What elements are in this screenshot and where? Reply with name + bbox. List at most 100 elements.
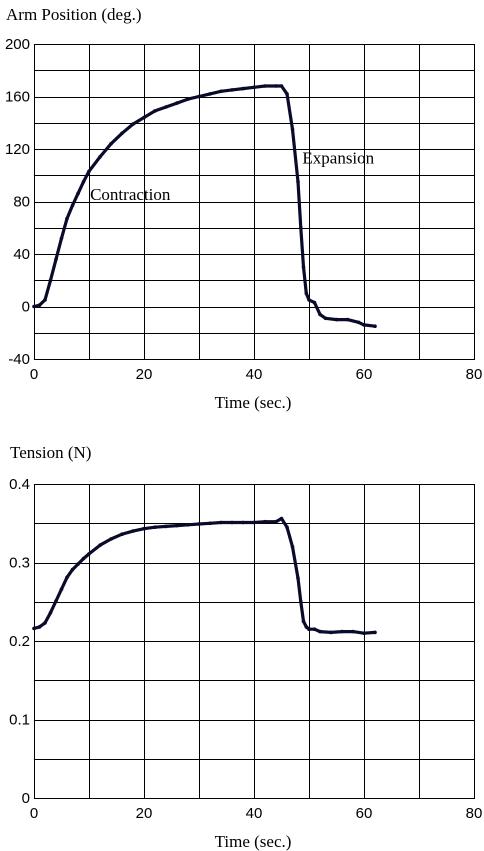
data-point (131, 529, 135, 533)
data-point (290, 545, 295, 549)
data-point (142, 526, 146, 531)
x-tick-label: 40 (246, 805, 263, 822)
y-tick-label: 200 (5, 36, 30, 53)
annotation-label: Expansion (302, 148, 374, 167)
data-point (329, 630, 333, 635)
data-point (120, 532, 124, 536)
data-point (186, 97, 190, 101)
y-tick-label: 40 (13, 246, 30, 263)
data-point (301, 265, 306, 269)
data-point (263, 84, 267, 88)
x-tick-label: 20 (136, 805, 153, 822)
data-point (274, 84, 278, 88)
data-point (153, 525, 157, 529)
data-point (175, 523, 179, 528)
x-tick-label: 40 (246, 366, 263, 383)
data-point (164, 105, 168, 109)
data-point (285, 92, 289, 96)
x-tick-label: 0 (30, 366, 38, 383)
y-tick-label: 0.4 (9, 476, 30, 493)
data-point (299, 226, 303, 230)
data-point (334, 317, 339, 322)
data-point (304, 625, 309, 629)
data-point (197, 94, 201, 99)
data-point (98, 155, 102, 159)
data-point (279, 84, 284, 88)
data-point (252, 520, 256, 525)
tension-chart: Tension (N) 0 0.1 0.2 0.3 0.4 0 20 40 60 80 Time… (9, 443, 482, 851)
data-point (48, 278, 53, 283)
data-point (87, 552, 91, 556)
y-tick-label: 160 (5, 89, 30, 106)
data-point (345, 317, 350, 322)
data-point (32, 626, 36, 631)
data-point (175, 101, 179, 105)
series-line (32, 84, 377, 328)
data-point (351, 629, 355, 634)
y-tick-labels: -40 0 40 80 120 160 200 (5, 36, 30, 368)
data-point (356, 320, 361, 325)
data-point (230, 520, 234, 525)
data-point (307, 627, 311, 631)
data-point (76, 562, 80, 566)
data-point (43, 298, 47, 302)
y-tick-label: 0 (22, 299, 30, 316)
data-series (32, 84, 377, 329)
y-tick-label: 0.3 (9, 555, 30, 572)
data-point (312, 300, 317, 305)
data-point (208, 92, 212, 96)
y-tick-label: 0.1 (9, 712, 30, 729)
data-point (219, 89, 223, 94)
data-point (131, 122, 135, 126)
data-point (76, 191, 80, 196)
data-point (109, 537, 113, 541)
data-point (186, 523, 190, 527)
data-point (208, 521, 212, 526)
data-point (301, 619, 306, 624)
data-point (37, 303, 42, 308)
x-tick-labels: 0 20 40 60 80 (30, 366, 483, 383)
data-point (299, 600, 303, 604)
data-point (296, 180, 300, 184)
y-tick-labels: 0 0.1 0.2 0.3 0.4 (9, 476, 30, 807)
data-point (54, 257, 58, 262)
data-point (241, 86, 245, 91)
y-tick-label: 0.2 (9, 633, 30, 650)
grid-lines (34, 44, 474, 359)
data-point (109, 142, 113, 146)
y-tick-label: 120 (5, 141, 30, 158)
data-point (48, 610, 53, 615)
x-tick-label: 0 (30, 805, 38, 822)
data-point (59, 587, 64, 591)
data-point (81, 556, 86, 561)
data-point (230, 88, 234, 92)
data-point (362, 323, 366, 327)
data-point (362, 631, 366, 635)
data-point (70, 567, 75, 572)
data-point (87, 169, 91, 174)
data-point (304, 291, 309, 296)
data-point (373, 324, 377, 329)
data-point (98, 543, 102, 547)
data-point (296, 576, 300, 580)
data-point (120, 131, 124, 136)
data-point (241, 520, 245, 525)
x-axis-label: Time (sec.) (215, 832, 292, 851)
data-point (164, 524, 168, 529)
data-point (274, 519, 278, 524)
series-line (32, 516, 377, 635)
x-tick-labels: 0 20 40 60 80 (30, 805, 483, 822)
data-point (318, 312, 322, 317)
data-point (54, 599, 58, 603)
data-point (318, 629, 322, 634)
chart-title: Tension (N) (10, 443, 91, 462)
data-point (285, 525, 289, 529)
data-point (252, 85, 256, 90)
x-tick-label: 80 (466, 805, 483, 822)
y-tick-label: 80 (13, 194, 30, 211)
x-tick-label: 60 (356, 805, 373, 822)
data-point (340, 629, 344, 634)
data-point (219, 520, 223, 525)
